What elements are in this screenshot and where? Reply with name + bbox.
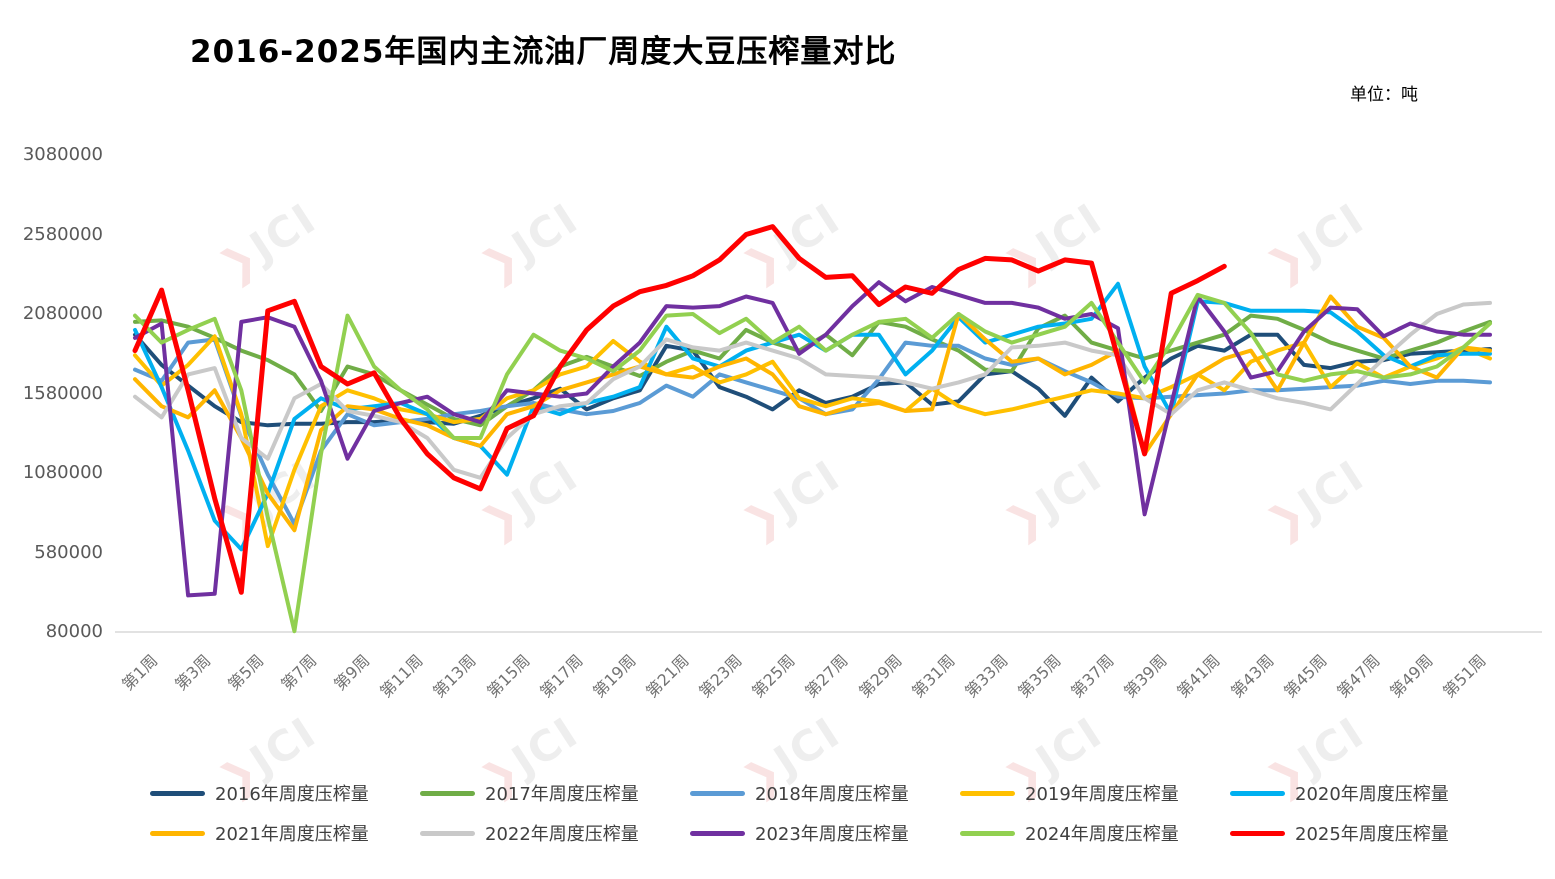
legend-swatch (960, 830, 1015, 836)
legend-row-1: 2016年周度压榨量 2017年周度压榨量 2018年周度压榨量 2019年周度压榨量… (150, 780, 1500, 806)
series-line-2024年周度压榨量 (133, 292, 1492, 634)
legend-item-2022年周度压榨量: 2022年周度压榨量 (420, 820, 690, 846)
legend-item-2024年周度压榨量: 2024年周度压榨量 (960, 820, 1230, 846)
legend-swatch (420, 790, 475, 796)
legend-item-2025年周度压榨量: 2025年周度压榨量 (1230, 820, 1500, 846)
unit-label: 单位：吨 (1350, 85, 1418, 105)
legend-item-2023年周度压榨量: 2023年周度压榨量 (690, 820, 960, 846)
legend-label: 2019年周度压榨量 (1025, 784, 1179, 805)
legend-item-2016年周度压榨量: 2016年周度压榨量 (150, 780, 420, 806)
chart-title: 2016-2025年国内主流油厂周度大豆压榨量对比 (190, 34, 897, 70)
legend-label: 2018年周度压榨量 (755, 784, 909, 805)
legend-label: 2017年周度压榨量 (485, 784, 639, 805)
y-tick-label: 1580000 (22, 382, 103, 404)
legend-swatch (150, 830, 205, 836)
legend-swatch (960, 790, 1015, 796)
series-line-2016年周度压榨量 (133, 332, 1492, 428)
series-line-2021年周度压榨量 (133, 294, 1492, 533)
legend-swatch (150, 790, 205, 796)
legend-swatch (420, 830, 475, 836)
legend-label: 2025年周度压榨量 (1295, 824, 1449, 845)
legend-swatch (690, 830, 745, 836)
legend-item-2018年周度压榨量: 2018年周度压榨量 (690, 780, 960, 806)
legend-item-2017年周度压榨量: 2017年周度压榨量 (420, 780, 690, 806)
legend-row-2: 2021年周度压榨量 2022年周度压榨量 2023年周度压榨量 2024年周度压榨量… (150, 820, 1500, 846)
y-tick-label: 2580000 (22, 223, 103, 245)
y-tick-label: 3080000 (22, 144, 103, 165)
series-line-2018年周度压榨量 (133, 337, 1492, 526)
legend-swatch (1230, 830, 1285, 836)
legend-swatch (690, 790, 745, 796)
legend-item-2021年周度压榨量: 2021年周度压榨量 (150, 820, 420, 846)
y-tick-label: 2080000 (22, 303, 103, 324)
legend-label: 2020年周度压榨量 (1295, 784, 1449, 805)
legend-label: 2023年周度压榨量 (755, 824, 909, 845)
legend: 2016年周度压榨量 2017年周度压榨量 2018年周度压榨量 2019年周度压榨量… (150, 780, 1500, 860)
series-line-2025年周度压榨量 (132, 224, 1227, 595)
legend-label: 2021年周度压榨量 (215, 824, 369, 845)
y-tick-label: 80000 (45, 621, 103, 642)
legend-swatch (1230, 790, 1285, 796)
y-tick-label: 580000 (34, 541, 103, 563)
y-tick-label: 1080000 (22, 462, 103, 483)
legend-label: 2022年周度压榨量 (485, 824, 639, 845)
legend-item-2020年周度压榨量: 2020年周度压榨量 (1230, 780, 1500, 806)
series-line-2022年周度压榨量 (133, 300, 1492, 480)
legend-label: 2024年周度压榨量 (1025, 824, 1179, 845)
series-line-2023年周度压榨量 (133, 280, 1492, 598)
legend-item-2019年周度压榨量: 2019年周度压榨量 (960, 780, 1230, 806)
legend-label: 2016年周度压榨量 (215, 784, 369, 805)
